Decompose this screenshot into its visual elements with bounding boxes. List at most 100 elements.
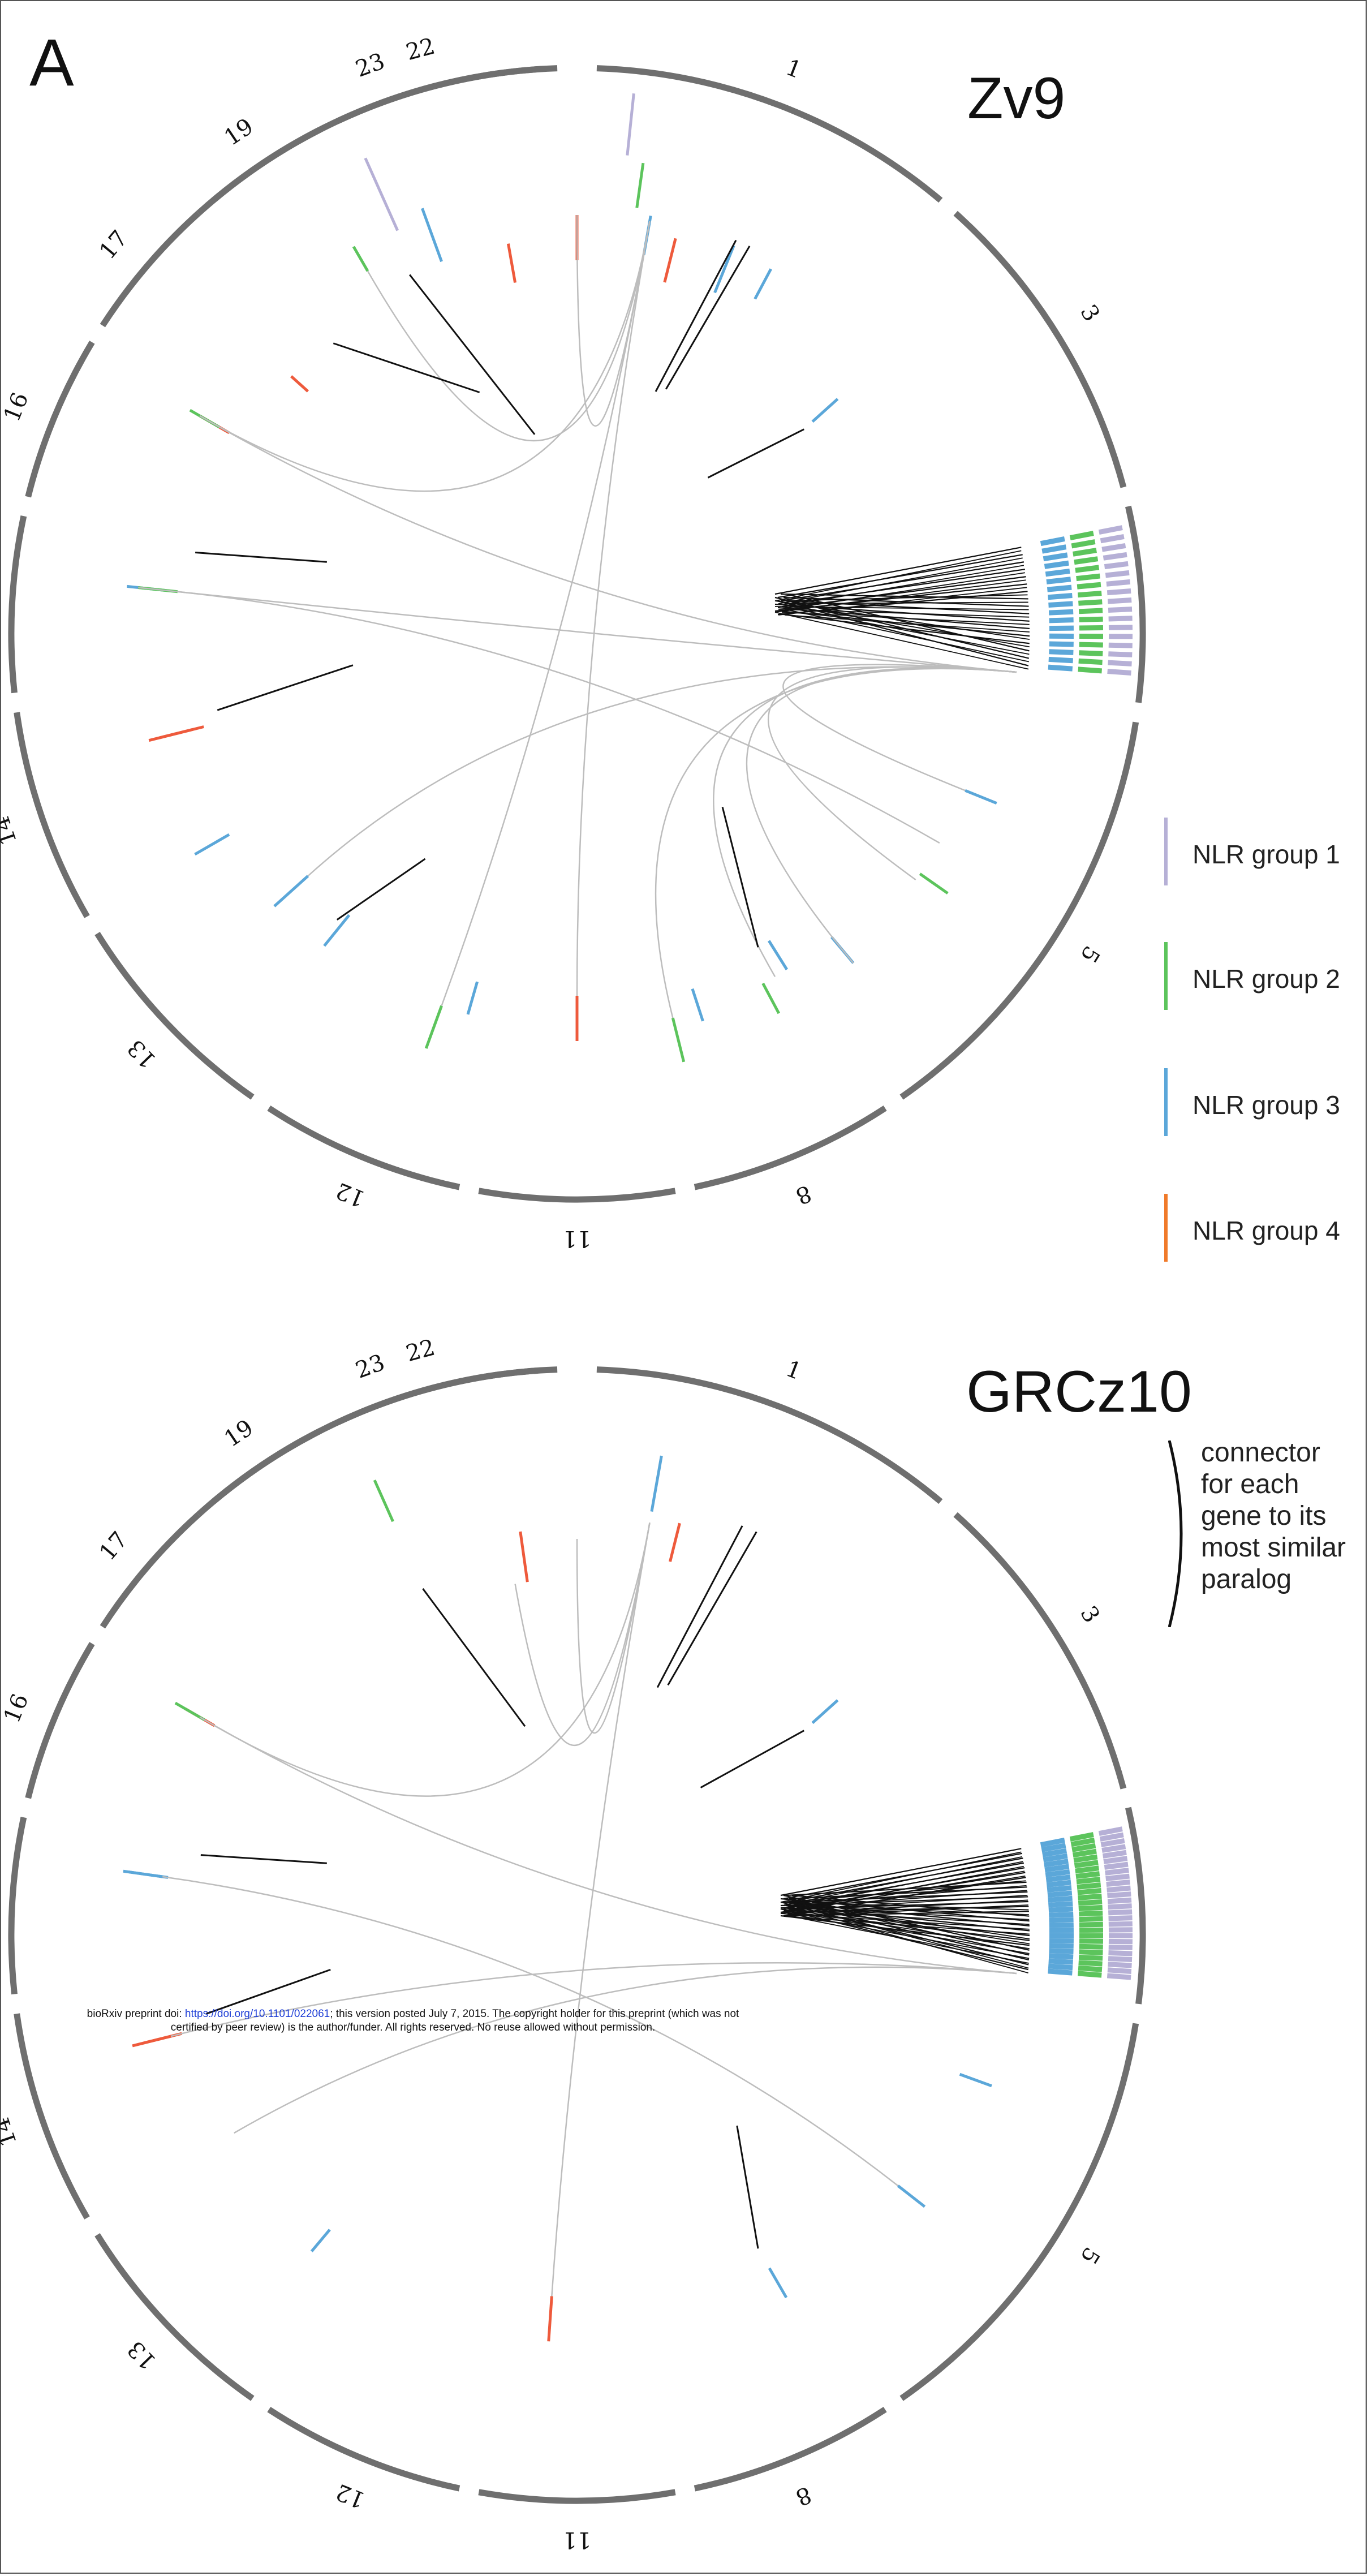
nlr-gene-mark <box>1107 1897 1132 1904</box>
paralog-link <box>789 1901 1030 1961</box>
panel-letter: A <box>29 25 74 100</box>
chromosome-arc <box>953 210 1127 488</box>
nlr-gene-mark <box>1108 642 1133 648</box>
nlr-gene-mark <box>1075 1865 1100 1874</box>
legend-item-group-1: NLR group 1 <box>1164 818 1357 885</box>
paralog-link <box>767 666 1017 880</box>
nlr-gene-mark <box>1048 592 1073 600</box>
paralog-link <box>162 1876 899 2187</box>
paralog-link <box>780 1902 1029 1969</box>
nlr-gene-mark <box>1103 1856 1128 1864</box>
chromosome-arc <box>1125 1807 1146 2005</box>
chromosome-label: 22 <box>403 33 438 66</box>
nlr-gene-mark <box>965 789 997 805</box>
nlr-gene-mark <box>1078 666 1102 674</box>
nlr-gene-mark <box>1108 1938 1133 1945</box>
nlr-gene-mark <box>1078 599 1103 606</box>
chromosome-label: 23 <box>352 48 389 83</box>
paralog-link <box>576 1523 651 1734</box>
doi-link[interactable]: https://doi.org/10.1101/022061 <box>184 2008 330 2020</box>
nlr-gene-mark <box>1044 560 1069 569</box>
nlr-gene-mark <box>1049 617 1074 623</box>
nlr-gene-mark <box>1078 590 1102 598</box>
nlr-gene-mark <box>1072 1848 1097 1858</box>
nlr-gene-mark <box>1071 539 1096 549</box>
nlr-gene-mark <box>1048 1906 1074 1913</box>
nlr-gene-mark <box>1049 649 1074 655</box>
nlr-gene-mark <box>1040 1838 1065 1848</box>
paralog-link <box>713 667 1017 977</box>
chromosome-arc <box>899 721 1139 1100</box>
legend-item-group-2: NLR group 2 <box>1164 942 1357 1010</box>
paralog-link <box>234 1966 1017 2134</box>
nlr-gene-mark <box>506 243 517 283</box>
nlr-gene-mark <box>1048 656 1073 664</box>
chromosome-arc <box>596 65 943 203</box>
paralog-link <box>780 610 1030 637</box>
nlr-gene-mark <box>1074 556 1099 565</box>
chromosome-arc <box>478 1188 676 1203</box>
nlr-gene-mark <box>1046 1880 1071 1888</box>
nlr-gene-mark <box>897 2184 926 2208</box>
chromosome-label: 16 <box>0 1690 34 1726</box>
nlr-gene-mark <box>1108 1950 1133 1956</box>
chromosome-label: 11 <box>563 1225 592 1252</box>
chromosome-arc <box>211 127 322 203</box>
chromosome-arc <box>953 1512 1127 1790</box>
nlr-gene-mark <box>1078 608 1103 614</box>
paralog-link <box>774 612 1029 670</box>
nlr-gene-mark <box>1043 552 1068 562</box>
chromosome-label: 12 <box>332 2478 368 2513</box>
chromosome-label: 13 <box>123 2336 161 2375</box>
nlr-gene-mark <box>811 398 839 423</box>
chromosome-label: 8 <box>792 1180 815 1209</box>
nlr-gene-mark <box>1048 1895 1073 1903</box>
nlr-gene-mark <box>1071 1843 1096 1852</box>
nlr-gene-mark <box>1105 1873 1130 1881</box>
nlr-gene-mark <box>1107 1967 1132 1975</box>
chromosome-label: 12 <box>332 1177 368 1212</box>
paralog-link <box>206 1968 331 2015</box>
nlr-gene-mark <box>1107 1885 1131 1893</box>
chromosome-label: 1 <box>782 1356 805 1385</box>
paralog-link <box>780 1851 1022 1903</box>
chromosome-arc <box>337 66 538 124</box>
paralog-link <box>214 1523 651 1797</box>
paralog-link <box>408 274 536 435</box>
nlr-gene-mark <box>1106 1880 1130 1887</box>
nlr-gene-mark <box>1079 1943 1103 1950</box>
paralog-link <box>791 1891 1028 1903</box>
paralog-link <box>786 1898 1030 1956</box>
nlr-gene-mark <box>1108 1956 1133 1962</box>
nlr-gene-mark <box>273 875 309 908</box>
nlr-gene-mark <box>1105 1868 1129 1876</box>
paralog-link <box>217 664 354 711</box>
chromosome-arc <box>25 341 95 498</box>
nlr-gene-mark <box>761 982 781 1014</box>
paralog-link <box>786 1857 1023 1903</box>
chromosome-label: 11 <box>563 2527 592 2553</box>
paralog-link <box>667 1531 757 1686</box>
legend-label: NLR group 3 <box>1193 1090 1340 1120</box>
nlr-gene-mark <box>919 872 949 894</box>
nlr-gene-mark <box>671 1017 686 1063</box>
nlr-gene-mark <box>1048 601 1073 608</box>
nlr-gene-mark <box>159 725 204 739</box>
paralog-link <box>199 221 651 492</box>
nlr-gene-mark <box>1049 1911 1074 1918</box>
nlr-gene-mark <box>635 162 645 208</box>
paralog-link <box>336 858 426 921</box>
chromosome-label: 14 <box>0 812 22 848</box>
chromosome-arc <box>8 515 27 694</box>
nlr-gene-mark <box>1103 552 1127 561</box>
chromosome-arc <box>94 2233 255 2401</box>
nlr-gene-mark <box>1077 582 1101 590</box>
chromosome-label: 5 <box>1075 941 1104 967</box>
paralog-link <box>576 221 651 996</box>
nlr-gene-mark <box>1077 1882 1101 1890</box>
nlr-gene-mark <box>1041 544 1067 554</box>
nlr-gene-mark <box>1069 1832 1094 1842</box>
paralog-link <box>177 591 940 844</box>
nlr-gene-mark <box>1042 1848 1067 1857</box>
